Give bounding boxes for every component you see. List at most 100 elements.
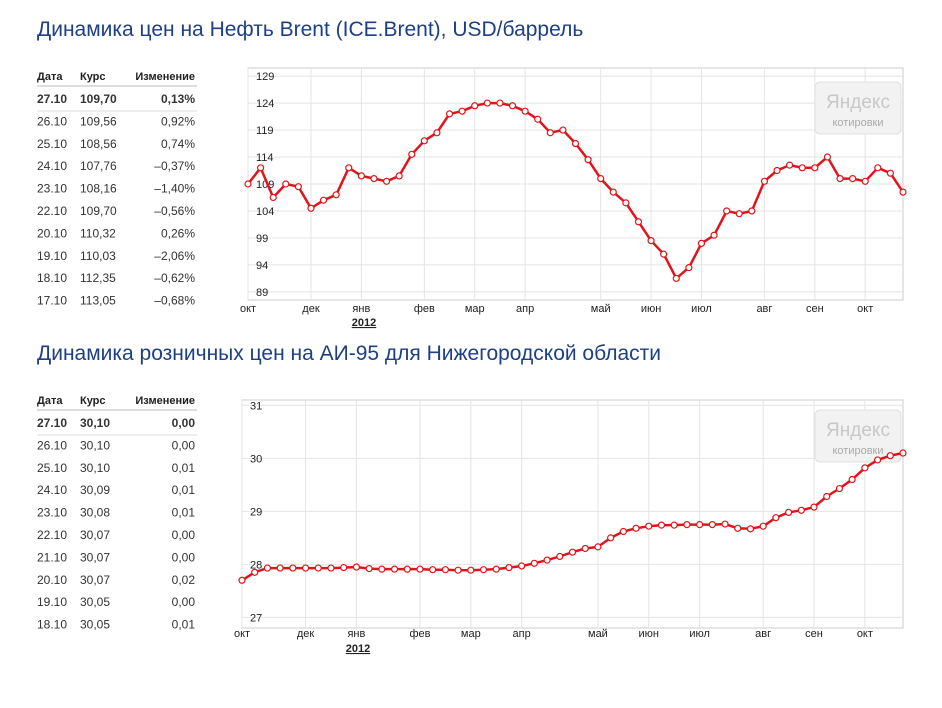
- x-tick-label: апр: [513, 628, 531, 640]
- x-tick-label: фев: [414, 303, 435, 315]
- data-point: [683, 521, 691, 529]
- y-tick-label: 89: [256, 287, 268, 299]
- watermark: Яндекс котировки: [814, 409, 902, 463]
- data-point: [672, 274, 680, 283]
- table-cell: 26.10: [37, 438, 67, 452]
- x-tick-label: май: [588, 628, 608, 640]
- data-point: [798, 164, 806, 172]
- data-point: [365, 565, 373, 573]
- data-point: [521, 107, 529, 115]
- chart-title: Динамика розничных цен на АИ-95 для Ниже…: [37, 342, 661, 365]
- data-point: [263, 564, 272, 572]
- table-cell: 30,10: [80, 461, 110, 475]
- table-cell: 30,07: [80, 550, 110, 564]
- data-point: [873, 456, 882, 464]
- data-point: [784, 508, 793, 517]
- watermark-box: [814, 409, 902, 463]
- table-cell: 0,00: [172, 438, 196, 452]
- table-cell: 30,10: [80, 438, 110, 452]
- data-point: [433, 129, 441, 137]
- table-cell: –0,62%: [154, 271, 195, 285]
- data-point: [403, 565, 411, 573]
- data-point: [492, 565, 500, 573]
- table-cell: 0,02: [172, 573, 196, 587]
- data-point: [454, 566, 462, 574]
- data-point: [670, 521, 678, 529]
- watermark-caption: котировки: [832, 117, 883, 129]
- data-point: [238, 576, 246, 584]
- y-tick-label: 99: [256, 233, 268, 245]
- table-cell: 0,00: [172, 416, 196, 430]
- table-cell: 20.10: [37, 573, 67, 587]
- data-point: [534, 115, 542, 123]
- x-tick-label: окт: [857, 303, 873, 315]
- table-cell: 23.10: [37, 506, 67, 520]
- data-point: [556, 552, 564, 561]
- watermark-caption: котировки: [832, 445, 883, 457]
- watermark-brand: Яндекс: [826, 420, 890, 441]
- table-cell: 25.10: [37, 461, 67, 475]
- data-point: [508, 102, 517, 110]
- x-tick-label: мар: [465, 303, 485, 315]
- data-point: [721, 520, 729, 528]
- data-point: [874, 164, 882, 172]
- y-tick-label: 124: [256, 98, 274, 110]
- table-cell: 18.10: [37, 618, 67, 632]
- table-cell: 112,35: [80, 271, 116, 285]
- data-point: [332, 191, 340, 199]
- table-cell: 27.10: [37, 416, 67, 430]
- x-tick-label: май: [591, 303, 611, 315]
- data-point: [773, 166, 781, 175]
- data-point: [786, 161, 794, 169]
- watermark-brand: Яндекс: [826, 92, 890, 113]
- data-point: [483, 99, 491, 107]
- data-point: [352, 563, 361, 571]
- data-point: [370, 175, 378, 183]
- data-point: [282, 180, 290, 188]
- table-cell: 110,32: [80, 226, 116, 240]
- x-tick-label: янв: [347, 628, 365, 640]
- x-tick-label: сен: [806, 303, 824, 315]
- table-cell: 19.10: [37, 249, 67, 263]
- x-tick-label: июн: [639, 628, 659, 640]
- data-point: [301, 564, 310, 572]
- data-point: [647, 237, 655, 245]
- table-header: Дата: [37, 71, 63, 83]
- y-tick-label: 114: [256, 152, 274, 164]
- y-tick-label: 28: [250, 559, 262, 571]
- table-cell: 0,01: [172, 483, 196, 497]
- data-point: [836, 175, 844, 183]
- table-cell: 24.10: [37, 483, 67, 497]
- table-cell: 19.10: [37, 595, 67, 609]
- data-point: [408, 150, 416, 158]
- data-point: [619, 527, 627, 536]
- data-point: [710, 231, 718, 239]
- data-point: [735, 210, 743, 218]
- data-point: [244, 180, 252, 188]
- data-point: [734, 524, 742, 532]
- x-tick-label: окт: [234, 628, 250, 640]
- y-tick-label: 30: [250, 453, 262, 465]
- data-point: [609, 188, 617, 196]
- data-point: [823, 492, 831, 501]
- data-point: [632, 524, 640, 532]
- table-cell: –0,56%: [154, 204, 195, 218]
- data-point: [441, 566, 449, 574]
- data-point: [697, 239, 706, 247]
- y-tick-label: 29: [250, 506, 262, 518]
- table-cell: 30,07: [80, 528, 110, 542]
- data-point: [657, 521, 666, 529]
- x-tick-label: сен: [805, 628, 823, 640]
- table-cell: –0,37%: [154, 159, 195, 173]
- data-point: [479, 566, 488, 574]
- data-point: [420, 137, 428, 145]
- data-point: [559, 126, 567, 134]
- data-point: [899, 188, 907, 196]
- data-point: [622, 199, 630, 207]
- data-point: [416, 565, 424, 573]
- table-cell: 30,05: [80, 618, 110, 632]
- data-point: [256, 164, 265, 172]
- x-year-label: 2012: [352, 317, 376, 329]
- table-cell: 109,70: [80, 92, 117, 106]
